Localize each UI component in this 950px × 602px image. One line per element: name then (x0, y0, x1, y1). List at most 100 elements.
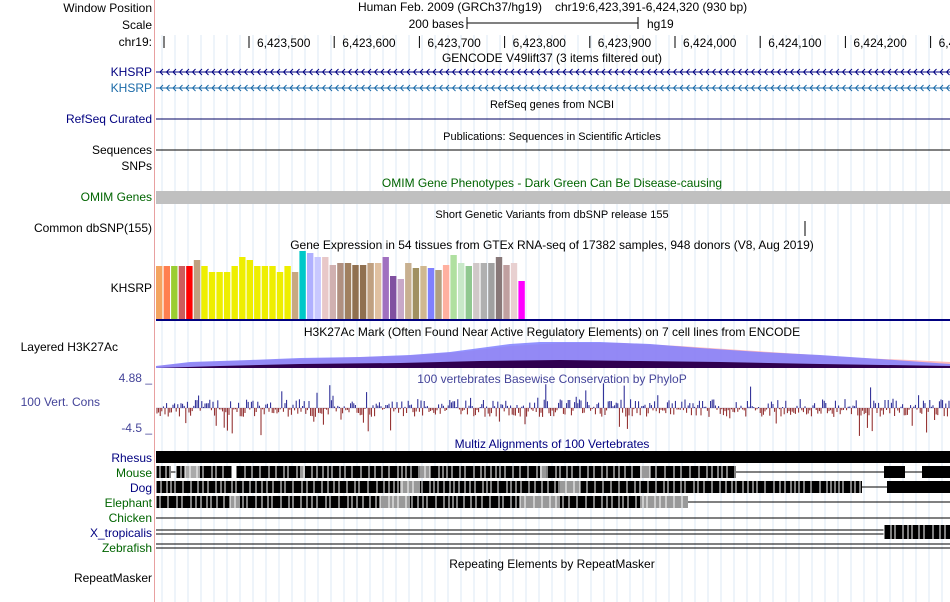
gtex-tissue-bar[interactable] (450, 255, 457, 319)
gtex-tissue-bar[interactable] (269, 266, 276, 319)
gtex-tissue-bar[interactable] (193, 260, 201, 319)
strand-arrow (224, 84, 229, 92)
gtex-tissue-bar[interactable] (216, 272, 223, 319)
alignment-block (156, 466, 171, 478)
gtex-tissue-bar[interactable] (427, 268, 435, 319)
gtex-tissue-bar[interactable] (352, 265, 359, 319)
strand-arrow (289, 68, 294, 76)
gtex-tissue-bar[interactable] (163, 266, 170, 319)
gtex-tissue-bar[interactable] (390, 276, 397, 319)
conservation-track-label[interactable]: 100 Vert. Cons (20, 395, 100, 409)
gtex-tissue-bar[interactable] (291, 272, 299, 319)
species-label-mouse: Mouse (115, 466, 152, 480)
gencode-gene-label-1[interactable]: KHSRP (110, 65, 152, 79)
strand-arrow (178, 84, 183, 92)
gencode-gene-label-2[interactable]: KHSRP (110, 81, 152, 95)
strand-arrow (562, 68, 567, 76)
gtex-tissue-bar[interactable] (178, 266, 186, 319)
gtex-tissue-bar[interactable] (405, 263, 412, 319)
gtex-tissue-bar[interactable] (322, 257, 329, 319)
gtex-tissue-bar[interactable] (480, 263, 487, 319)
gtex-tissue-bar[interactable] (276, 272, 284, 319)
gtex-tissue-bar[interactable] (314, 257, 321, 319)
strand-arrow (841, 84, 846, 92)
strand-arrow (581, 84, 586, 92)
gtex-tissue-bar[interactable] (495, 257, 503, 319)
gtex-tissue-bar[interactable] (382, 257, 389, 319)
strand-arrow (510, 84, 515, 92)
gtex-tissue-bar[interactable] (503, 265, 510, 319)
omim-feature-bar[interactable] (156, 191, 950, 204)
gtex-tissue-bar[interactable] (359, 265, 367, 319)
refseq-track-label[interactable]: RefSeq Curated (65, 112, 152, 126)
strand-arrow (893, 68, 898, 76)
strand-arrow (178, 68, 183, 76)
gtex-tissue-bar[interactable] (201, 266, 208, 319)
gtex-tissue-bar[interactable] (156, 266, 163, 319)
strand-arrow (191, 68, 196, 76)
gtex-tissue-bar[interactable] (246, 260, 253, 319)
strand-arrow (744, 84, 749, 92)
omim-track-label[interactable]: OMIM Genes (80, 190, 152, 204)
conservation-min-label: -4.5 _ (121, 421, 152, 435)
gtex-tissue-bar[interactable] (367, 263, 374, 319)
strand-arrow (887, 84, 892, 92)
gtex-tissue-bar[interactable] (284, 266, 291, 319)
gtex-tissue-bar[interactable] (186, 266, 193, 319)
gtex-tissue-bar[interactable] (231, 266, 238, 319)
strand-arrow (750, 68, 755, 76)
gtex-tissue-bar[interactable] (412, 268, 420, 319)
strand-arrow (835, 68, 840, 76)
gtex-tissue-bar[interactable] (458, 263, 465, 319)
gtex-tissue-bar[interactable] (223, 272, 231, 319)
strand-arrow (536, 84, 541, 92)
snps-track-label[interactable]: SNPs (121, 159, 152, 173)
gtex-tissue-bar[interactable] (374, 263, 382, 319)
strand-arrow (640, 68, 645, 76)
strand-arrow (165, 84, 170, 92)
gtex-tissue-bar[interactable] (465, 266, 472, 319)
gtex-tissue-bar[interactable] (473, 263, 480, 319)
gtex-tissue-bar[interactable] (329, 265, 336, 319)
gtex-tissue-bar[interactable] (337, 263, 344, 319)
gtex-tissue-bar[interactable] (344, 263, 352, 319)
publications-track-label[interactable]: Sequences (91, 143, 152, 157)
gencode-track-title: GENCODE V49lift37 (3 items filtered out) (442, 51, 662, 65)
dbsnp-track-label[interactable]: Common dbSNP(155) (33, 221, 152, 235)
gtex-tissue-bar[interactable] (239, 257, 246, 319)
gtex-tissue-bar[interactable] (518, 281, 525, 319)
alignment-block (400, 481, 420, 493)
h3k27ac-track-label[interactable]: Layered H3K27Ac (20, 340, 118, 354)
gtex-tissue-bar[interactable] (299, 251, 306, 319)
strand-arrow (406, 68, 411, 76)
gtex-tissue-bar[interactable] (435, 270, 442, 319)
gtex-tissue-bar[interactable] (171, 266, 178, 319)
strand-arrow (854, 68, 859, 76)
strand-arrow (900, 84, 905, 92)
repeatmasker-track-label[interactable]: RepeatMasker (73, 571, 152, 585)
gtex-tissue-bar[interactable] (420, 266, 427, 319)
gtex-tissue-bar[interactable] (488, 263, 495, 319)
gtex-tissue-bar[interactable] (307, 253, 314, 319)
gtex-tissue-bar[interactable] (510, 263, 518, 319)
strand-arrow (867, 68, 872, 76)
strand-arrow (159, 84, 164, 92)
gtex-track-label[interactable]: KHSRP (110, 281, 152, 295)
species-label-rhesus: Rhesus (111, 451, 152, 465)
scale-label: Scale (121, 18, 152, 32)
strand-arrow (627, 68, 632, 76)
strand-arrow (646, 68, 651, 76)
gtex-tissue-bar[interactable] (397, 279, 404, 319)
gtex-tissue-bar[interactable] (442, 265, 450, 319)
gtex-tissue-bar[interactable] (254, 266, 261, 319)
strand-arrow (939, 68, 944, 76)
h3k27ac-track-title: H3K27Ac Mark (Often Found Near Active Re… (304, 325, 800, 339)
gtex-tissue-bar[interactable] (261, 266, 269, 319)
strand-arrow (620, 84, 625, 92)
strand-arrow (672, 68, 677, 76)
strand-arrow (932, 84, 937, 92)
gtex-tissue-bar[interactable] (208, 272, 216, 319)
alignment-block (300, 466, 305, 478)
strand-arrow (399, 84, 404, 92)
